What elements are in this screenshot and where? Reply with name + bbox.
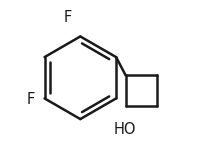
Text: HO: HO [114,122,137,137]
Text: F: F [64,10,72,24]
Text: F: F [27,92,35,107]
